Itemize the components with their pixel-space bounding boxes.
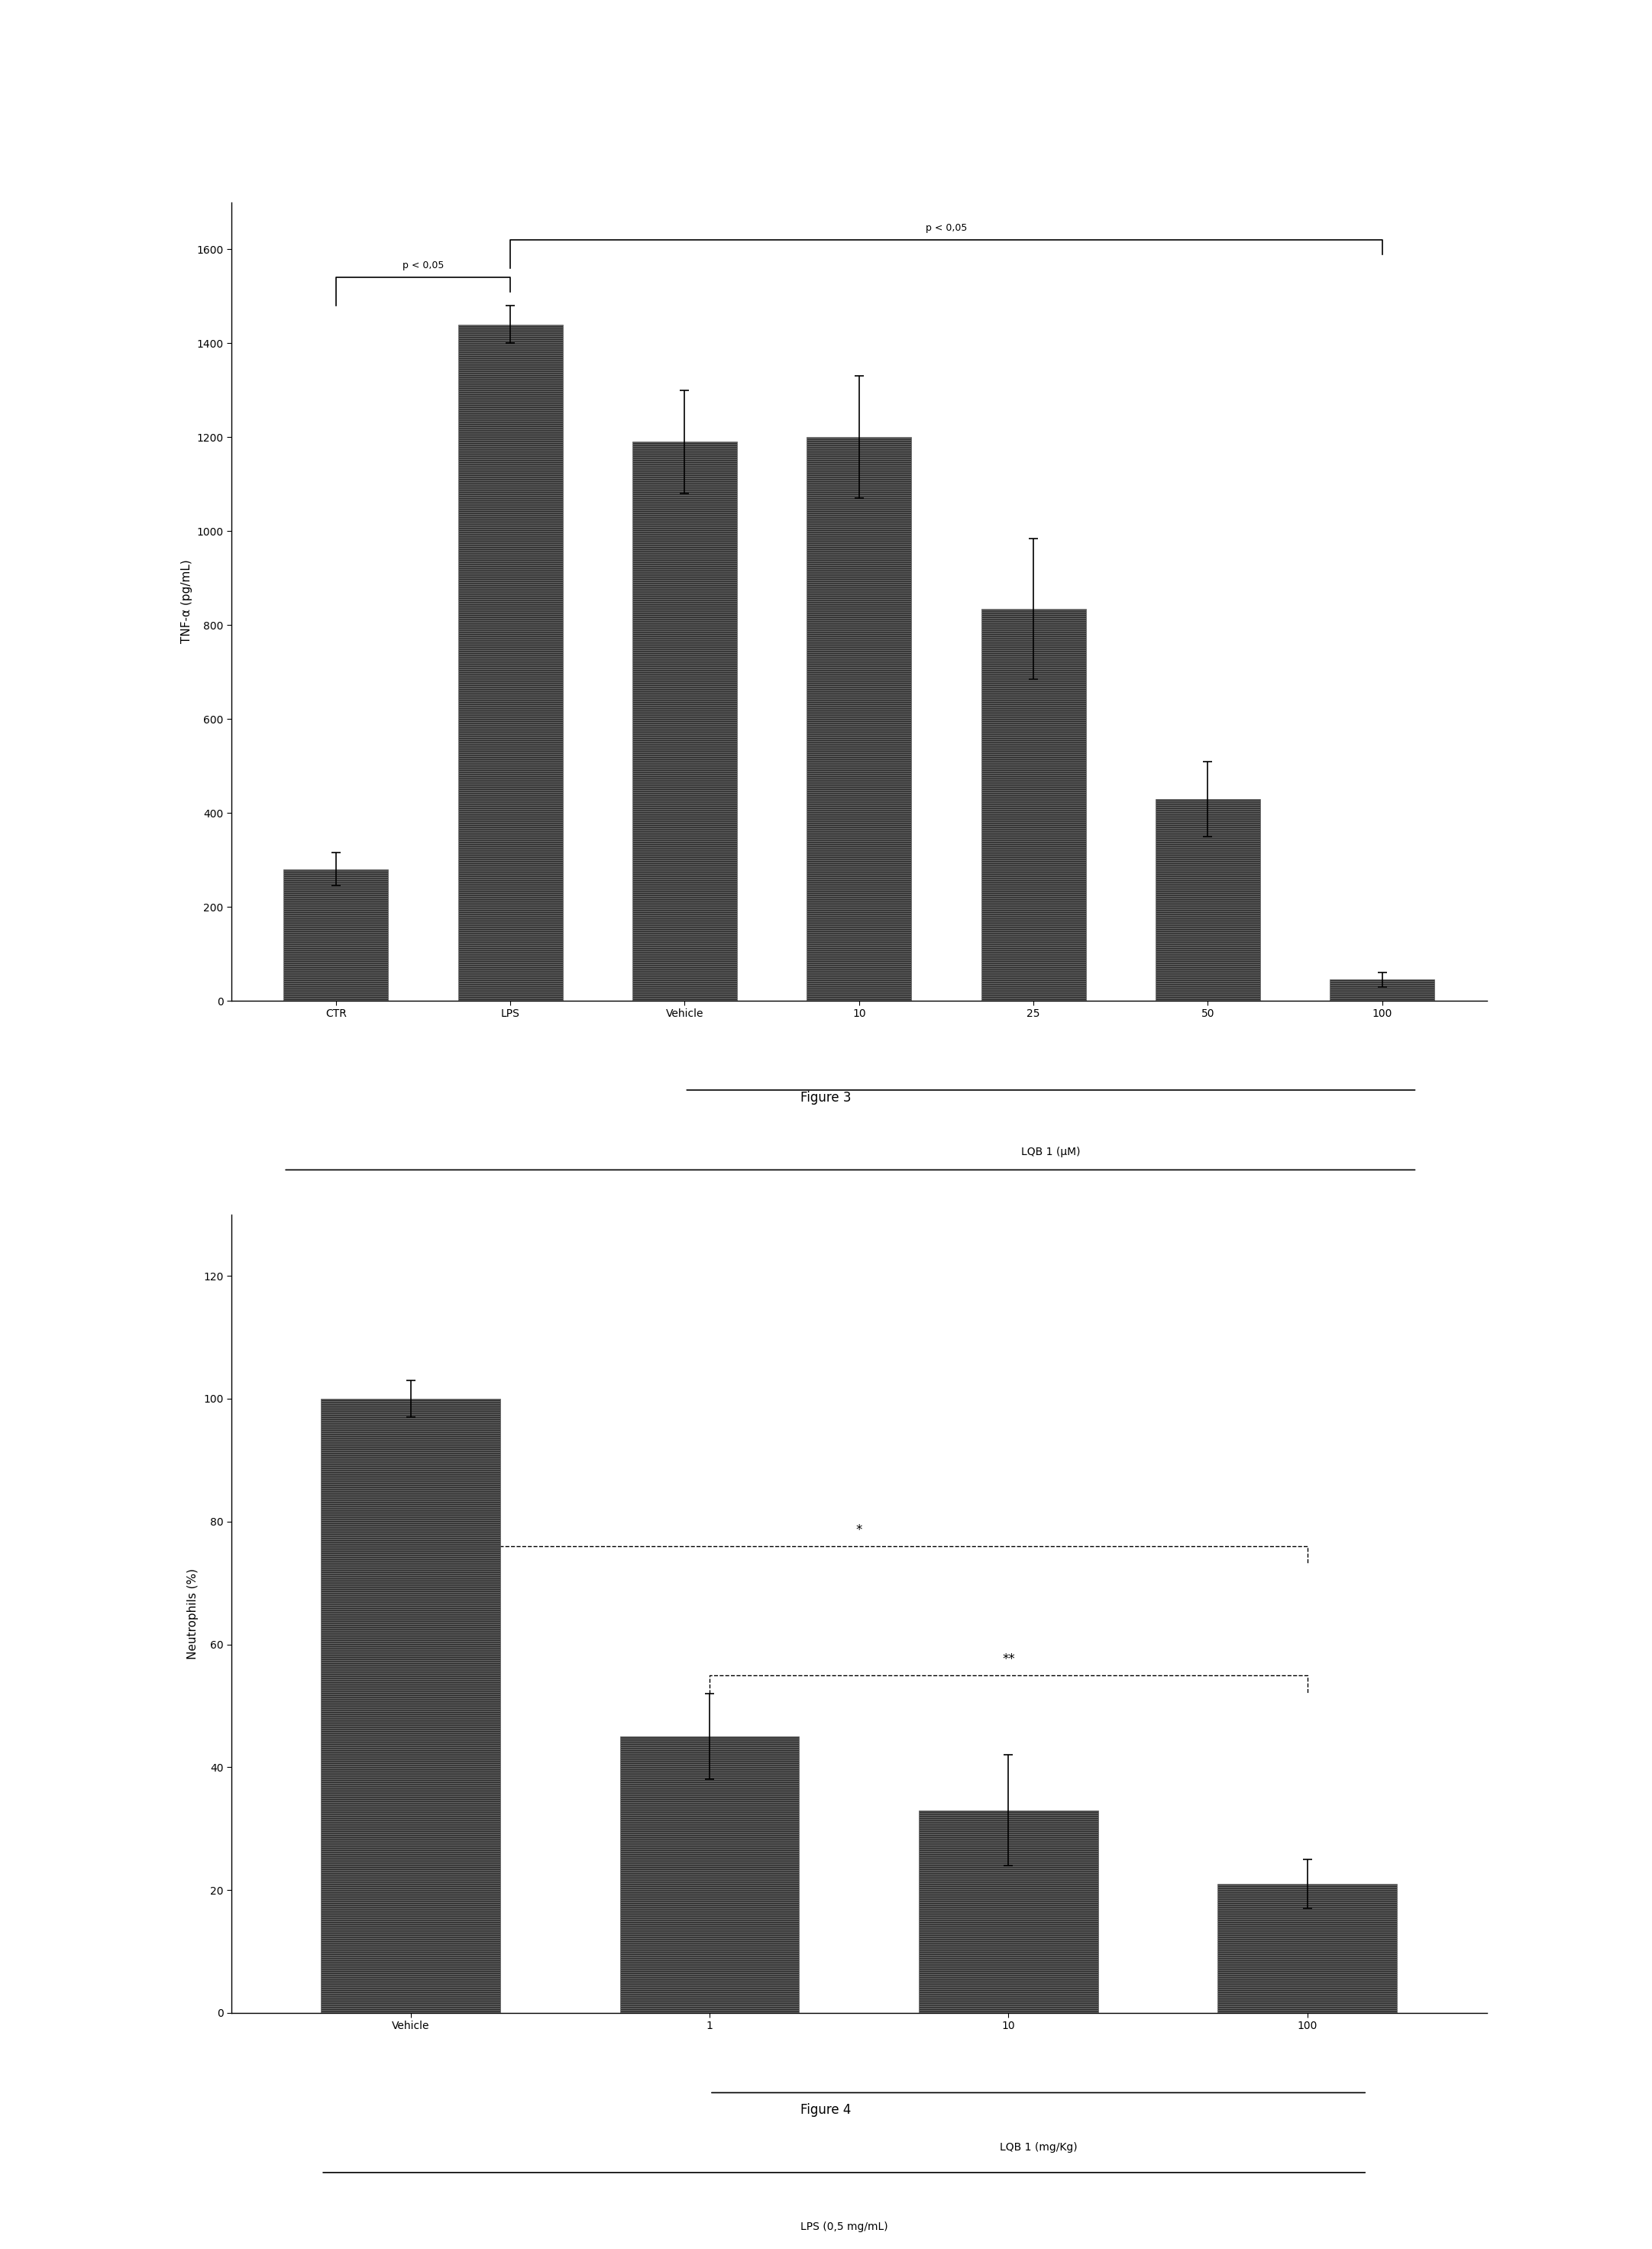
Bar (806, 436, 912, 1001)
Text: Figure 3: Figure 3 (801, 1091, 851, 1104)
Y-axis label: TNF-α (pg/mL): TNF-α (pg/mL) (180, 560, 192, 643)
Text: **: ** (1003, 1653, 1014, 1667)
Text: p < 0,05: p < 0,05 (403, 261, 444, 270)
Bar (620, 1736, 800, 2013)
Bar (1218, 1885, 1398, 2013)
Text: LPS (0,5 mg/mL): LPS (0,5 mg/mL) (800, 2222, 887, 2233)
Bar (320, 1399, 501, 2013)
Text: *: * (856, 1523, 862, 1536)
Bar (1155, 798, 1260, 1001)
Bar (919, 1810, 1099, 2013)
Bar (633, 441, 737, 1001)
Bar (284, 870, 388, 1001)
Text: LPS (2 μg/mL): LPS (2 μg/mL) (813, 1226, 887, 1237)
Text: Figure 4: Figure 4 (801, 2103, 851, 2116)
Bar (458, 324, 563, 1001)
Text: LQB 1 (μM): LQB 1 (μM) (1021, 1147, 1080, 1156)
Y-axis label: Neutrophils (%): Neutrophils (%) (187, 1568, 198, 1660)
Text: LQB 1 (mg/Kg): LQB 1 (mg/Kg) (999, 2141, 1077, 2152)
Text: p < 0,05: p < 0,05 (925, 223, 966, 234)
Bar (981, 609, 1085, 1001)
Bar (1330, 981, 1434, 1001)
